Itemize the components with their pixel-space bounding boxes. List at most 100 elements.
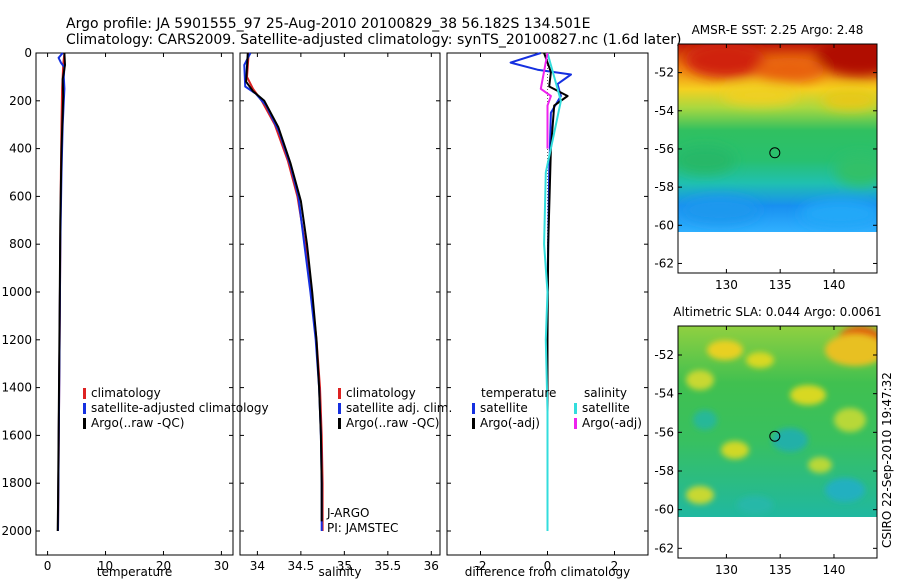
salinity-x-axis-label: salinity — [318, 565, 361, 579]
salinity-x-tick-label: 35.5 — [374, 559, 401, 573]
sla-high-patch — [686, 486, 714, 504]
salinity-plot-frame — [239, 52, 441, 556]
difference-series-salinity-satellite — [543, 52, 562, 531]
sla-high-patch — [721, 441, 749, 459]
difference-series-salinity-argo-adj- — [539, 52, 552, 149]
temperature-x-axis-label: temperature — [97, 565, 172, 579]
temperature-x-tick-label: 10 — [98, 559, 113, 573]
sla-low-patch — [737, 496, 773, 514]
temperature-legend-swatch — [83, 388, 86, 399]
difference-x-tick-label: -2 — [475, 559, 487, 573]
sla-map-field — [678, 326, 877, 517]
salinity-series-argo-raw-qc- — [245, 52, 323, 522]
salinity-legend-label: climatology — [346, 386, 416, 400]
sst-map: AMSR-E SST: 2.25 Argo: 2.48 -52 -54 -56 -58 -… — [654, 23, 878, 292]
sla-high-patch — [707, 340, 743, 360]
sst-green-patch — [835, 154, 877, 186]
depth-tick-label: 600 — [9, 189, 32, 203]
sla-high-patch — [808, 457, 832, 473]
sst-map-lon-tick-label: 140 — [823, 278, 846, 292]
salinity-legend-swatch — [338, 403, 341, 414]
difference-legend-label: satellite — [582, 401, 630, 415]
temperature-plot-frame — [35, 52, 234, 556]
sla-high-patch — [746, 352, 774, 368]
difference-x-tick-label: 2 — [611, 559, 619, 573]
depth-tick-label: 1800 — [1, 476, 32, 490]
sla-high-patch — [825, 334, 877, 366]
temperature-x-tick-label: 0 — [44, 559, 52, 573]
sst-warm-patch — [815, 44, 877, 77]
timestamp-side-label: CSIRO 22-Sep-2010 19:47:32 — [880, 372, 894, 548]
sst-warm-patch — [685, 44, 765, 78]
sst-cyan-patch — [680, 196, 760, 224]
depth-tick-label: 1000 — [1, 285, 32, 299]
sla-map: Altimetric SLA: 0.044 Argo: 0.0061 -52 -54… — [654, 305, 881, 577]
temperature-legend-label: climatology — [91, 386, 161, 400]
salinity-legend-label: satellite adj. clim. — [346, 401, 452, 415]
figure-title-line2: Climatology: CARS2009. Satellite-adjuste… — [66, 32, 681, 48]
sst-map-frame — [677, 43, 878, 274]
depth-tick-label: 1600 — [1, 428, 32, 442]
depth-tick-label: 2000 — [1, 524, 32, 538]
sst-yellow-patch — [722, 85, 798, 105]
salinity-profile-plot: 34 34.5 35 35.5 36 salinity climatologysatelli… — [239, 52, 452, 579]
sla-low-patch — [825, 478, 865, 502]
sla-high-patch — [790, 385, 826, 405]
sla-high-patch — [834, 408, 866, 432]
sst-no-data-band — [678, 232, 877, 272]
sst-map-title: AMSR-E SST: 2.25 Argo: 2.48 — [692, 23, 864, 37]
difference-legend-swatch — [574, 418, 577, 429]
sla-map-lat-tick-label: -52 — [654, 348, 674, 362]
sst-map-field — [678, 44, 877, 232]
sla-map-float-position-marker — [769, 430, 781, 442]
salinity-x-tick-label: 36 — [424, 559, 439, 573]
sla-map-lon-tick-label: 140 — [823, 563, 846, 577]
depth-tick-label: 1400 — [1, 381, 32, 395]
difference-legend-label: Argo(-adj) — [480, 416, 540, 430]
difference-series-temperature-satellite — [509, 52, 572, 531]
sst-map-lat-tick-label: -52 — [654, 66, 674, 80]
sla-map-lon-tick-label: 130 — [715, 563, 738, 577]
difference-legend-swatch — [472, 403, 475, 414]
sla-map-frame — [677, 325, 878, 559]
sla-high-patch — [686, 370, 714, 390]
sst-map-lat-tick-label: -56 — [654, 142, 674, 156]
sla-map-lat-tick-label: -58 — [654, 464, 674, 478]
temperature-legend-swatch — [83, 403, 86, 414]
sla-map-lat-tick-label: -60 — [654, 503, 674, 517]
principal-investigator-label: PI: JAMSTEC — [327, 521, 398, 535]
sla-map-lat-tick-label: -62 — [654, 541, 674, 555]
sst-yellow-patch — [822, 90, 877, 110]
depth-tick-label: 0 — [24, 46, 32, 60]
sst-map-lat-tick-label: -62 — [654, 256, 674, 270]
depth-tick-label: 400 — [9, 142, 32, 156]
sla-low-patch — [772, 428, 808, 452]
difference-legend-label: satellite — [480, 401, 528, 415]
salinity-x-tick-label: 35 — [337, 559, 352, 573]
sla-map-lat-tick-label: -54 — [654, 387, 674, 401]
depth-tick-label: 200 — [9, 94, 32, 108]
figure-title-line1: Argo profile: JA 5901555_97 25-Aug-2010 … — [66, 16, 591, 32]
depth-tick-label: 800 — [9, 237, 32, 251]
difference-legend-label: Argo(-adj) — [582, 416, 642, 430]
temperature-x-tick-label: 20 — [156, 559, 171, 573]
salinity-legend-label: Argo(..raw -QC) — [346, 416, 439, 430]
sla-map-lat-tick-label: -56 — [654, 425, 674, 439]
salinity-x-tick-label: 34 — [250, 559, 265, 573]
difference-legend-swatch — [574, 403, 577, 414]
sst-map-lon-tick-label: 130 — [715, 278, 738, 292]
temperature-profile-plot: 0 200 400 600 800 1000 1200 1400 1600 1800 2000 0 10… — [1, 46, 268, 579]
sla-map-lon-tick-label: 135 — [769, 563, 792, 577]
sst-cyan-patch — [800, 200, 877, 228]
difference-x-tick-label: 0 — [544, 559, 552, 573]
legend-title-salinity: salinity — [584, 386, 627, 400]
float-program-label: J-ARGO — [326, 506, 369, 520]
temperature-legend-swatch — [83, 418, 86, 429]
salinity-legend-swatch — [338, 418, 341, 429]
sst-map-lon-tick-label: 135 — [769, 278, 792, 292]
sla-map-title: Altimetric SLA: 0.044 Argo: 0.0061 — [673, 305, 881, 319]
sst-map-float-position-marker — [769, 147, 781, 159]
legend-title-temperature: temperature — [481, 386, 556, 400]
